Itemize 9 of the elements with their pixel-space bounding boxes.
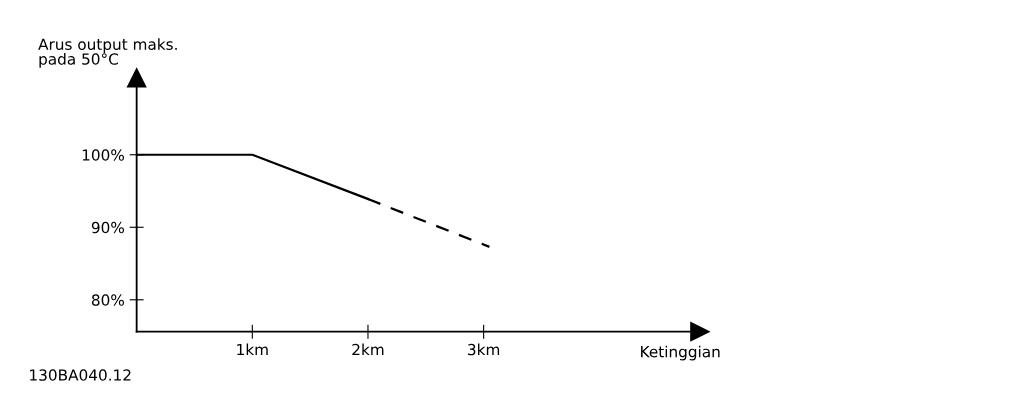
y-axis-title: Arus output maks. pada 50°C <box>38 38 177 68</box>
x-axis-title: Ketinggian <box>641 345 720 361</box>
x-tick-label: 3km <box>468 343 500 356</box>
y-tick-label: 80% <box>91 294 124 306</box>
text: 130BA040.12 <box>30 369 131 381</box>
y-tick-label: 90% <box>91 221 124 234</box>
y-tick-label: 100% <box>82 149 124 161</box>
x-tick-label: 1km <box>237 343 268 356</box>
x-tick-label: 2km <box>352 343 384 356</box>
